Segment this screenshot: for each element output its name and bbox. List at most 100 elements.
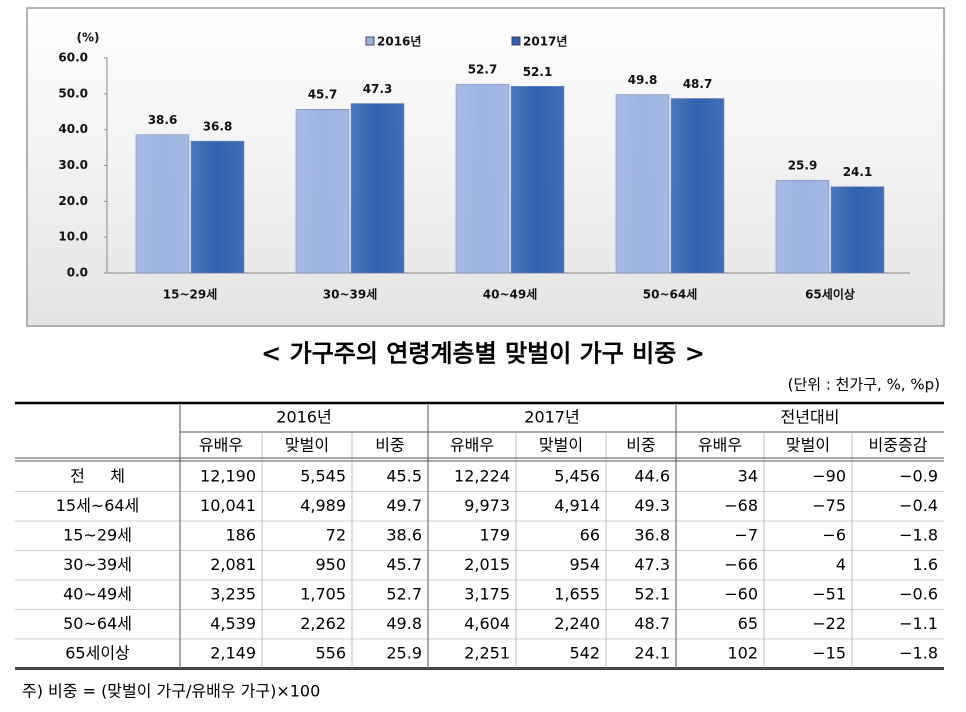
- legend-swatch: [365, 36, 375, 46]
- y-tick-label: 30.0: [58, 158, 88, 172]
- column-header: 맞벌이: [539, 436, 583, 455]
- bar: [670, 98, 725, 274]
- cell: 3,175: [464, 584, 510, 603]
- title: < 가구주의 연령계층별 맞벌이 가구 비중 >: [261, 339, 705, 368]
- row-label: 65세이상: [65, 643, 130, 662]
- y-tick-label: 40.0: [58, 122, 88, 136]
- bar: [455, 83, 510, 274]
- column-header: 유배우: [199, 436, 243, 455]
- cell: 45.5: [386, 466, 422, 485]
- column-header: 비중증감: [869, 436, 928, 455]
- data-label: 25.9: [788, 159, 818, 173]
- cell: 2,081: [210, 555, 256, 574]
- cell: −90: [812, 466, 846, 485]
- cell: 48.7: [634, 614, 670, 633]
- data-label: 52.7: [468, 63, 498, 77]
- legend-label: 2017년: [523, 35, 567, 49]
- column-header: 맞벌이: [786, 436, 830, 455]
- cell: 4: [836, 555, 846, 574]
- cell: 186: [225, 525, 256, 544]
- row-label: 50~64세: [63, 614, 132, 633]
- bar: [615, 94, 670, 274]
- data-label: 52.1: [523, 65, 553, 79]
- cell: 2,251: [464, 643, 510, 662]
- column-header: 유배우: [698, 436, 742, 455]
- cell: 1,655: [554, 584, 600, 603]
- cell: 49.8: [386, 614, 422, 633]
- unit: (단위 : 천가구, %, %p): [788, 376, 940, 394]
- cell: −0.6: [899, 584, 938, 603]
- cell: 4,914: [554, 496, 600, 515]
- cell: 5,456: [554, 466, 600, 485]
- cell: −75: [812, 496, 846, 515]
- cell: 4,539: [210, 614, 256, 633]
- cell: −66: [724, 555, 758, 574]
- cell: 954: [569, 555, 600, 574]
- cell: 49.3: [634, 496, 670, 515]
- cell: 34: [738, 466, 758, 485]
- cell: 2,240: [554, 614, 600, 633]
- data-label: 48.7: [683, 77, 713, 91]
- cell: 72: [326, 525, 346, 544]
- column-header: 비중: [626, 436, 655, 455]
- cell: 10,041: [200, 496, 256, 515]
- cell: 542: [569, 643, 600, 662]
- x-tick-label: 30~39세: [323, 287, 378, 302]
- bar: [190, 140, 245, 274]
- data-label: 24.1: [843, 165, 873, 179]
- cell: 1,705: [300, 584, 346, 603]
- cell: 45.7: [386, 555, 422, 574]
- x-tick-label: 15~29세: [163, 287, 218, 302]
- row-label: 40~49세: [63, 584, 132, 603]
- cell: 950: [315, 555, 346, 574]
- y-tick-label: 10.0: [58, 230, 88, 244]
- y-axis-label: (%): [77, 31, 100, 45]
- cell: 47.3: [634, 555, 670, 574]
- cell: 5,545: [300, 466, 346, 485]
- data-label: 45.7: [308, 88, 338, 102]
- bar: [295, 108, 350, 274]
- cell: 1.6: [913, 555, 938, 574]
- cell: −0.9: [899, 466, 938, 485]
- y-tick-label: 50.0: [58, 86, 88, 100]
- group-header: 2017년: [524, 408, 579, 427]
- cell: 38.6: [386, 525, 422, 544]
- cell: −68: [724, 496, 758, 515]
- data-label: 38.6: [148, 113, 178, 127]
- cell: 52.1: [634, 584, 670, 603]
- row-label: 전 체: [70, 466, 125, 485]
- group-header: 전년대비: [781, 408, 840, 427]
- cell: 556: [315, 643, 346, 662]
- group-header: 2016년: [276, 408, 331, 427]
- x-tick-label: 65세이상: [805, 287, 855, 302]
- cell: −51: [812, 584, 846, 603]
- cell: 24.1: [634, 643, 670, 662]
- cell: 4,989: [300, 496, 346, 515]
- cell: 44.6: [634, 466, 670, 485]
- row-label: 30~39세: [63, 555, 132, 574]
- data-label: 49.8: [628, 73, 658, 87]
- cell: 2,015: [464, 555, 510, 574]
- cell: 179: [479, 525, 510, 544]
- cell: 2,149: [210, 643, 256, 662]
- cell: −1.8: [899, 643, 938, 662]
- cell: 49.7: [386, 496, 422, 515]
- column-header: 유배우: [450, 436, 494, 455]
- bar: [775, 179, 830, 274]
- bar: [135, 134, 190, 274]
- cell: −15: [812, 643, 846, 662]
- bar: [830, 186, 885, 274]
- cell: 65: [738, 614, 758, 633]
- cell: 12,224: [454, 466, 510, 485]
- cell: 52.7: [386, 584, 422, 603]
- column-header: 맞벌이: [285, 436, 329, 455]
- cell: −60: [724, 584, 758, 603]
- y-tick-label: 0.0: [67, 266, 88, 280]
- data-label: 47.3: [363, 82, 393, 96]
- cell: −22: [812, 614, 846, 633]
- cell: 36.8: [634, 525, 670, 544]
- x-tick-label: 40~49세: [483, 287, 538, 302]
- bar: [510, 86, 565, 274]
- bar: [350, 103, 405, 274]
